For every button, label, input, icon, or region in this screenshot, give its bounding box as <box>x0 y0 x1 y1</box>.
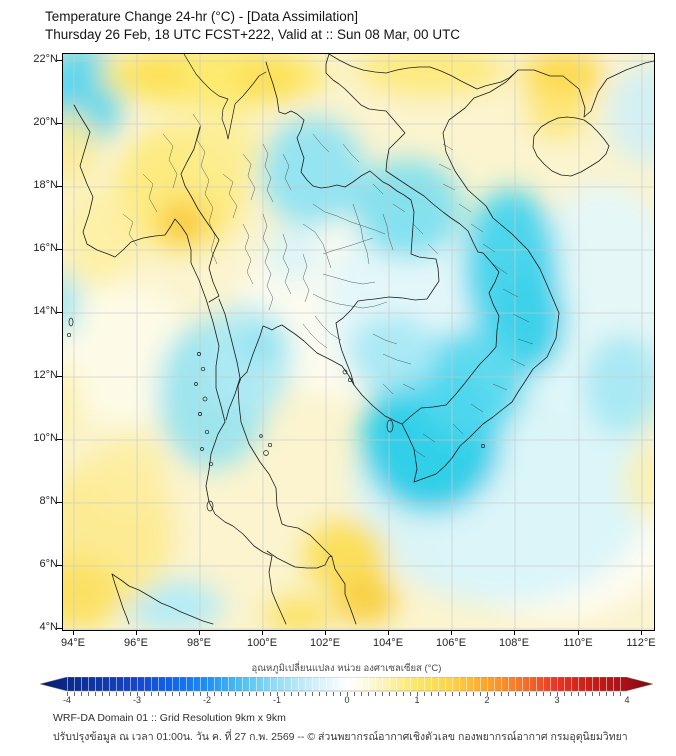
lon-tick <box>262 630 263 635</box>
lat-label-18n: 18°N <box>33 179 58 191</box>
lat-tick <box>57 628 62 629</box>
title-block: Temperature Change 24-hr (°C) - [Data As… <box>45 8 460 44</box>
lon-tick <box>388 630 389 635</box>
lat-tick <box>57 186 62 187</box>
lat-label-16n: 16°N <box>33 242 58 254</box>
province-borders <box>122 113 534 458</box>
lon-label-98e: 98°E <box>187 637 211 649</box>
lat-label-8n: 8°N <box>39 495 58 507</box>
lat-tick <box>57 502 62 503</box>
colorbar-tick-2: 2 <box>484 695 490 705</box>
lat-label-4n: 4°N <box>39 621 58 633</box>
colorbar-tick-neg1: -1 <box>272 695 281 705</box>
chart-subtitle: Thursday 26 Feb, 18 UTC FCST+222, Valid … <box>45 27 461 42</box>
lat-tick <box>57 565 62 566</box>
lon-tick <box>578 630 579 635</box>
lat-tick <box>57 249 62 250</box>
lon-label-110e: 110°E <box>563 637 593 649</box>
colorbar-tick-1: 1 <box>414 695 420 705</box>
lat-label-6n: 6°N <box>39 558 58 570</box>
lon-tick <box>514 630 515 635</box>
colorbar-tick-neg2: -2 <box>202 695 211 705</box>
lat-tick <box>57 60 62 61</box>
lat-label-12n: 12°N <box>33 369 58 381</box>
lat-tick <box>57 312 62 313</box>
lon-tick <box>73 630 74 635</box>
footer-domain-info: WRF-DA Domain 01 :: Grid Resolution 9km … <box>53 712 286 724</box>
graticule-gridlines <box>63 54 654 630</box>
lat-tick <box>57 439 62 440</box>
colorbar-tick-3: 3 <box>554 695 560 705</box>
lon-label-104e: 104°E <box>372 637 404 649</box>
lon-tick <box>451 630 452 635</box>
lon-tick <box>641 630 642 635</box>
map-plot-area <box>62 53 655 631</box>
chart-title: Temperature Change 24-hr (°C) - [Data As… <box>45 9 359 24</box>
colorbar-segment-lines <box>67 677 627 691</box>
colorbar-tick-neg3: -3 <box>132 695 141 705</box>
lon-label-96e: 96°E <box>124 637 148 649</box>
colorbar-label: อุณหภูมิเปลี่ยนแปลง หน่วย องศาเซลเซียส (… <box>251 663 442 674</box>
colorbar <box>40 677 653 696</box>
colorbar-tick-neg4: -4 <box>62 695 71 705</box>
footer-agency-info: ปรับปรุงข้อมูล ณ เวลา 01:00น. วัน ค. ที่… <box>53 731 628 743</box>
temperature-field <box>63 54 654 630</box>
lon-label-112e: 112°E <box>626 637 656 649</box>
lat-label-10n: 10°N <box>33 432 58 444</box>
lat-label-20n: 20°N <box>33 116 58 128</box>
colorbar-tick-4: 4 <box>624 695 630 705</box>
lon-label-94e: 94°E <box>61 637 85 649</box>
lon-label-102e: 102°E <box>309 637 341 649</box>
colorbar-minor-ticks <box>67 692 627 696</box>
lat-tick <box>57 123 62 124</box>
country-borders <box>66 54 654 625</box>
lat-tick <box>57 376 62 377</box>
lon-tick <box>199 630 200 635</box>
map-canvas <box>63 54 654 630</box>
lon-tick <box>325 630 326 635</box>
lon-label-100e: 100°E <box>246 637 278 649</box>
lon-label-108e: 108°E <box>498 637 530 649</box>
lat-label-22n: 22°N <box>33 53 58 65</box>
colorbar-tick-0: 0 <box>344 695 350 705</box>
lon-tick <box>136 630 137 635</box>
lon-label-106e: 106°E <box>435 637 467 649</box>
lat-label-14n: 14°N <box>33 305 58 317</box>
